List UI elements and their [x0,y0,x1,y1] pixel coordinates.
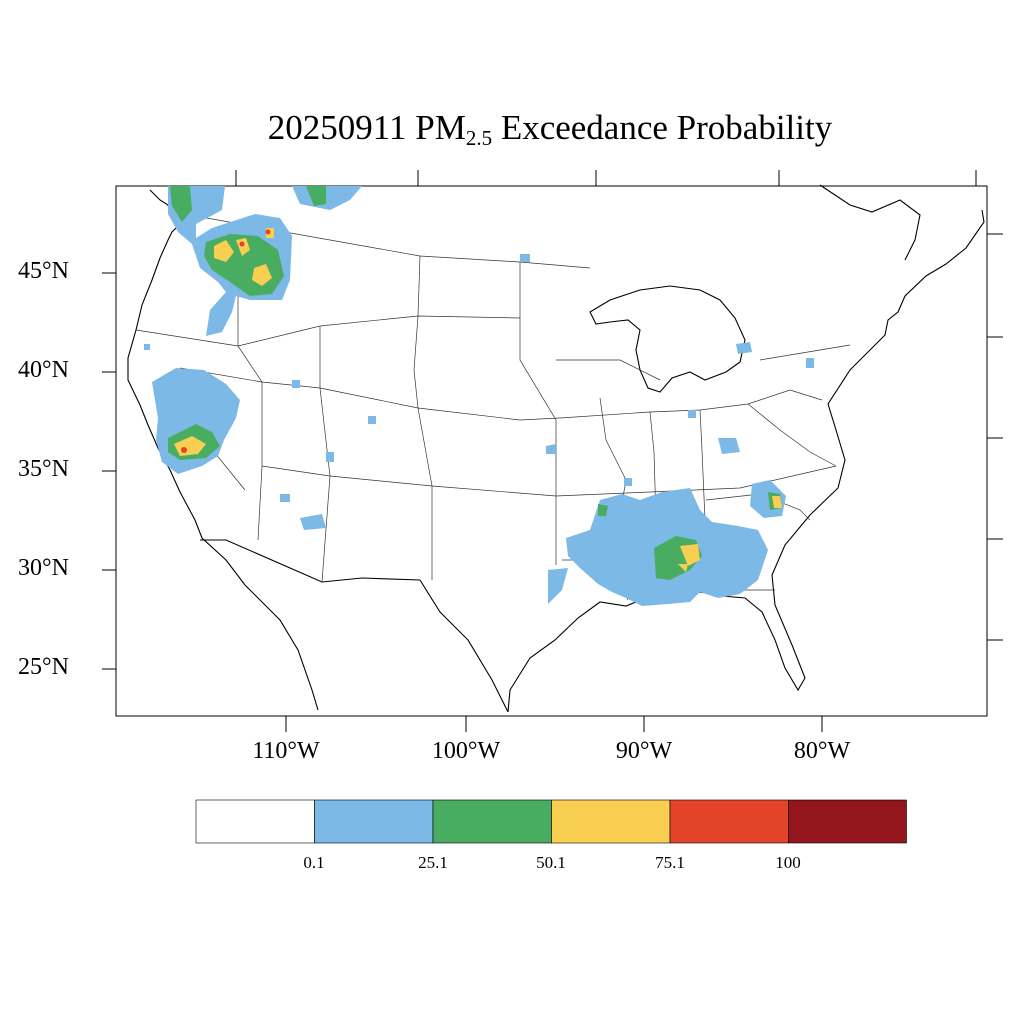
colorbar-swatch-2 [432,799,552,844]
lat-label-35: 35°N [18,456,69,482]
colorbar-label: 0.1 [303,853,325,872]
lat-label-40: 40°N [18,357,69,383]
map-title: 20250911 PM2.5 Exceedance Probability [267,108,833,150]
lat-label-30: 30°N [18,555,69,581]
colorbar-swatch-1 [314,799,434,844]
colorbar-swatch-5 [788,799,907,844]
us-outline [127,184,985,713]
colorbar [195,799,907,844]
colorbar-label: 50.1 [536,853,566,872]
colorbar-swatch-4 [669,799,789,844]
colorbar-label: 25.1 [418,853,448,872]
lon-label-90: 90°W [615,738,673,764]
colorbar-label: 75.1 [655,853,685,872]
probability-shading [144,186,814,606]
lon-label-110: 110°W [252,738,320,764]
lat-label-25: 25°N [18,654,69,680]
lat-label-45: 45°N [18,258,69,284]
lon-label-80: 80°W [793,738,851,764]
colorbar-swatch-3 [551,799,671,844]
colorbar-label: 100 [775,853,801,872]
axis-ticks [102,170,1003,732]
colorbar-swatch-0 [195,799,315,844]
lon-label-100: 100°W [431,738,501,764]
